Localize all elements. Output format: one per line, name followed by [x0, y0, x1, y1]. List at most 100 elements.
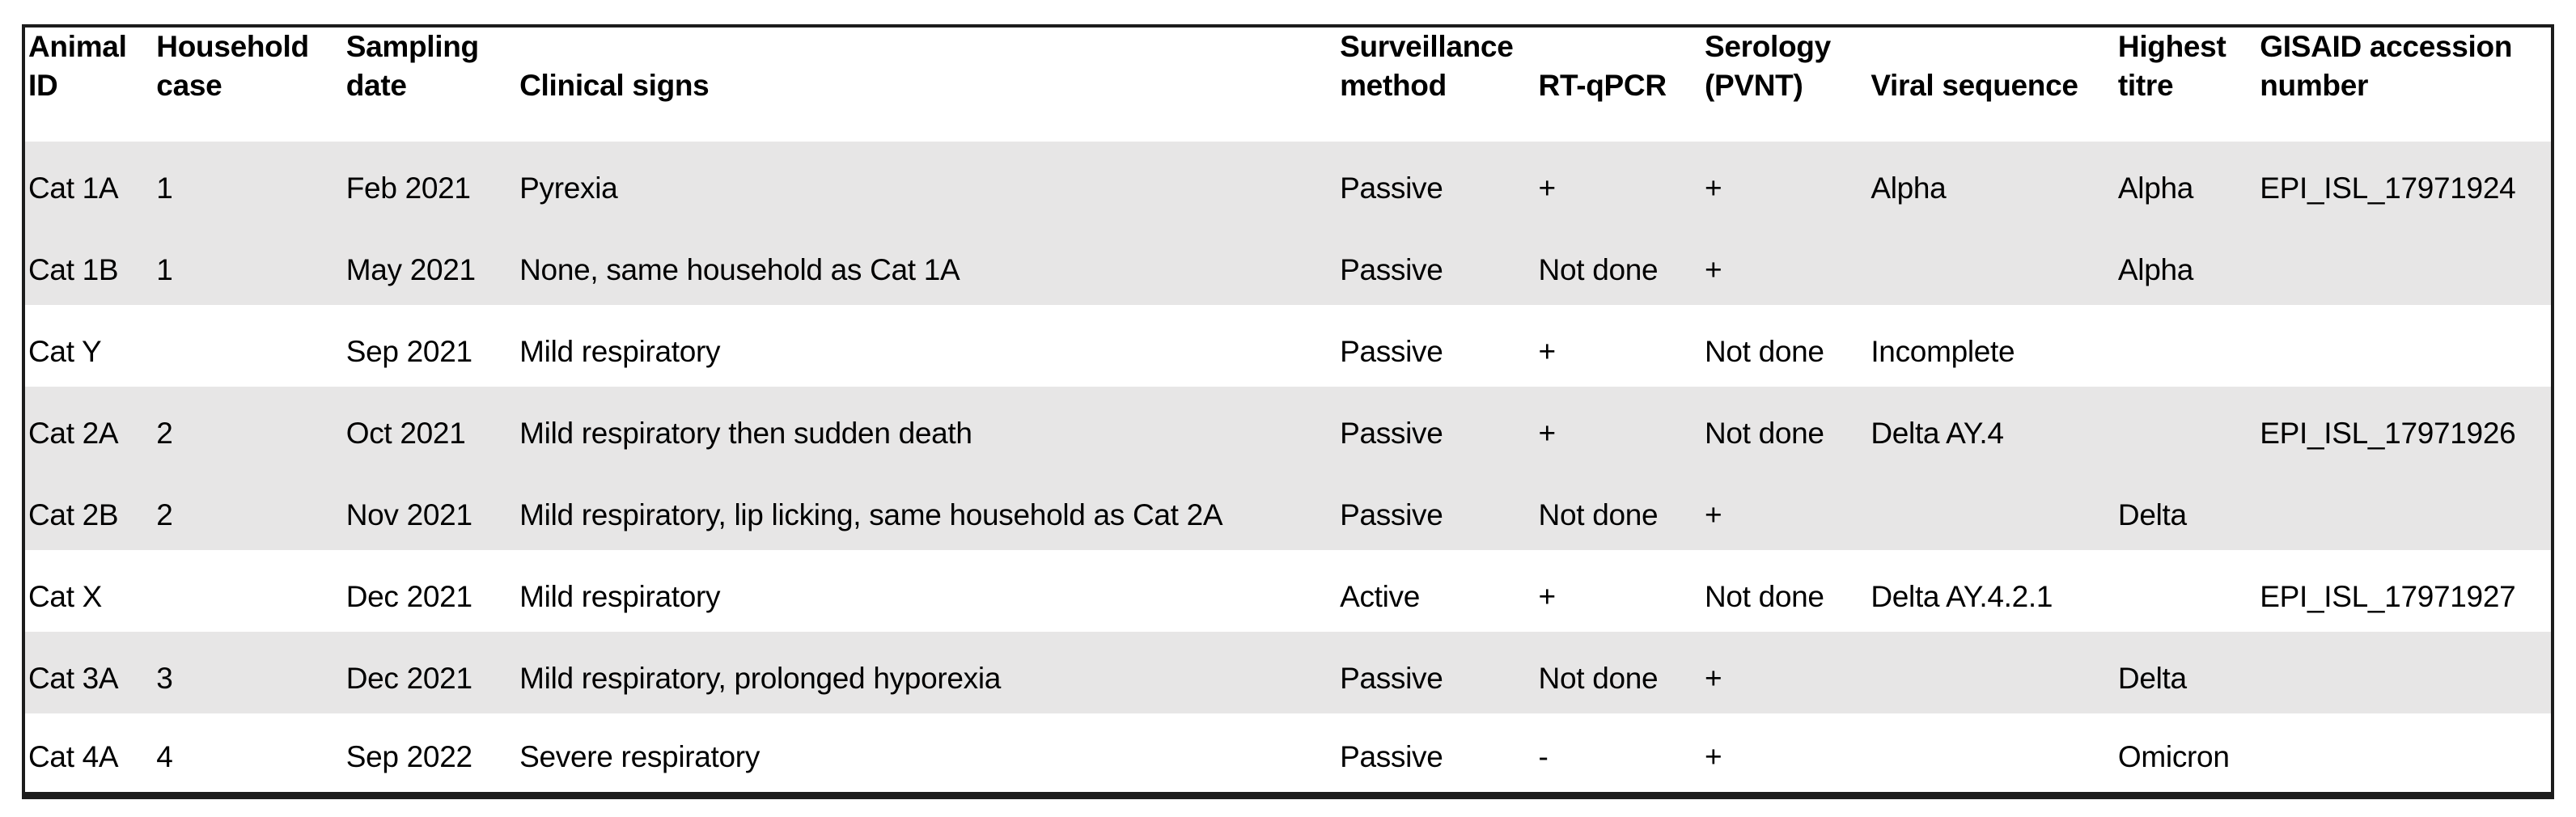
- table-cell: Not done: [1538, 498, 1659, 531]
- table-row: Cat 1A 1 Feb 2021 Pyrexia Passive + + Alpha Alph…: [23, 142, 2553, 223]
- column-header-surveillance-method: Surveillance method: [1340, 30, 1514, 102]
- feline-sars-cov-2-cases-table: Animal ID Household case Sampling date C…: [22, 24, 2554, 799]
- column-header-sampling-date: Sampling date: [345, 30, 479, 102]
- table-cell: +: [1704, 662, 1722, 695]
- column-header-serology-pvnt: Serology (PVNT): [1704, 30, 1831, 102]
- column-header-rt-qpcr: RT-qPCR: [1538, 68, 1667, 102]
- table-cell: 1: [156, 253, 173, 286]
- table-cell: Passive: [1340, 335, 1443, 368]
- table-cell: [2256, 305, 2553, 387]
- table-cell: +: [1538, 335, 1557, 368]
- table-cell: Delta AY.4.2.1: [1871, 580, 2053, 613]
- table-cell: Dec 2021: [345, 580, 472, 613]
- table-cell: May 2021: [345, 253, 476, 286]
- column-header-clinical-signs: Clinical signs: [519, 68, 710, 102]
- table-cell: [1867, 223, 2115, 305]
- table-cell: Cat 2A: [28, 417, 119, 450]
- table-cell: Sep 2021: [345, 335, 472, 368]
- table-cell: [2115, 550, 2256, 632]
- table-cell: [153, 305, 342, 387]
- table-cell: [1867, 468, 2115, 550]
- table-cell: [2115, 387, 2256, 468]
- table-cell: 2: [156, 417, 173, 450]
- table-body: Cat 1A 1 Feb 2021 Pyrexia Passive + + Alpha Alph…: [23, 142, 2553, 795]
- table-cell: [2256, 223, 2553, 305]
- table-cell: Mild respiratory: [519, 335, 721, 368]
- table-cell: Oct 2021: [345, 417, 466, 450]
- table-cell: Delta: [2117, 662, 2187, 695]
- table-cell: Mild respiratory, prolonged hyporexia: [519, 662, 1002, 695]
- table-row: Cat 2A 2 Oct 2021 Mild respiratory then sud…: [23, 387, 2553, 468]
- table-cell: Cat 4A: [28, 739, 119, 773]
- table-cell: Not done: [1538, 662, 1659, 695]
- table-cell: Alpha: [2117, 171, 2194, 205]
- table-cell: Sep 2022: [345, 739, 472, 773]
- table-cell: -: [1538, 739, 1549, 773]
- table-row: Cat 3A 3 Dec 2021 Mild respiratory, prolong…: [23, 632, 2553, 713]
- table-cell: +: [1538, 417, 1557, 450]
- table-cell: +: [1704, 253, 1722, 286]
- table-cell: Active: [1340, 580, 1421, 613]
- table-row: Cat 2B 2 Nov 2021 Mild respiratory, lip lic…: [23, 468, 2553, 550]
- table-cell: Not done: [1704, 580, 1824, 613]
- table-cell: +: [1704, 498, 1722, 531]
- table-cell: Incomplete: [1871, 335, 2015, 368]
- table-cell: Cat 2B: [28, 498, 119, 531]
- table-cell: [2115, 305, 2256, 387]
- table-cell: [2256, 713, 2553, 795]
- table-cell: Passive: [1340, 171, 1443, 205]
- table-cell: Dec 2021: [345, 662, 472, 695]
- table-cell: +: [1704, 171, 1722, 205]
- table-cell: Severe respiratory: [519, 739, 761, 773]
- table-cell: Alpha: [2117, 253, 2194, 286]
- table-cell: Not done: [1704, 335, 1824, 368]
- table-cell: Cat 1A: [28, 171, 119, 205]
- table-cell: Cat Y: [28, 335, 102, 368]
- table-cell: Nov 2021: [345, 498, 472, 531]
- column-header-animal-id: Animal ID: [28, 30, 127, 102]
- table-cell: EPI_ISL_17971924: [2260, 171, 2516, 205]
- table-cell: 4: [156, 739, 173, 773]
- table-cell: [2256, 632, 2553, 713]
- table-cell: EPI_ISL_17971926: [2260, 417, 2516, 450]
- table-cell: 2: [156, 498, 173, 531]
- table-cell: None, same household as Cat 1A: [519, 253, 960, 286]
- table-cell: Cat 1B: [28, 253, 119, 286]
- table-cell: [1867, 632, 2115, 713]
- column-header-gisaid-accession-number: GISAID accession number: [2260, 30, 2513, 102]
- table-cell: Alpha: [1871, 171, 1947, 205]
- table-cell: Mild respiratory: [519, 580, 721, 613]
- table-cell: Passive: [1340, 417, 1443, 450]
- table-cell: [153, 550, 342, 632]
- table-cell: [1867, 713, 2115, 795]
- table-cell: Not done: [1538, 253, 1659, 286]
- table-cell: Mild respiratory then sudden death: [519, 417, 972, 450]
- table-cell: Cat 3A: [28, 662, 119, 695]
- column-header-household-case: Household case: [156, 30, 309, 102]
- table-row: Cat 1B 1 May 2021 None, same household as C…: [23, 223, 2553, 305]
- table-cell: Mild respiratory, lip licking, same hous…: [519, 498, 1223, 531]
- table-cell: Passive: [1340, 662, 1443, 695]
- table-cell: +: [1538, 171, 1557, 205]
- table-cell: Omicron: [2117, 739, 2230, 773]
- table-cell: 3: [156, 662, 173, 695]
- table-row: Cat X Dec 2021 Mild respiratory Active + Not …: [23, 550, 2553, 632]
- table-cell: Feb 2021: [345, 171, 471, 205]
- table-cell: Passive: [1340, 739, 1443, 773]
- table-cell: EPI_ISL_17971927: [2260, 580, 2516, 613]
- table-cell: Not done: [1704, 417, 1824, 450]
- table-cell: Passive: [1340, 498, 1443, 531]
- column-header-highest-titre: Highest titre: [2117, 30, 2226, 102]
- table-row: Cat 4A 4 Sep 2022 Severe respiratory Passive…: [23, 713, 2553, 795]
- table-cell: 1: [156, 171, 173, 205]
- table-cell: Cat X: [28, 580, 103, 613]
- table-row: Cat Y Sep 2021 Mild respiratory Passive + Not…: [23, 305, 2553, 387]
- table-cell: Passive: [1340, 253, 1443, 286]
- table-cell: Pyrexia: [519, 171, 618, 205]
- table-cell: Delta: [2117, 498, 2187, 531]
- table-cell: +: [1704, 739, 1722, 773]
- column-header-viral-sequence: Viral sequence: [1871, 68, 2078, 102]
- table-cell: [2256, 468, 2553, 550]
- table-cell: +: [1538, 580, 1557, 613]
